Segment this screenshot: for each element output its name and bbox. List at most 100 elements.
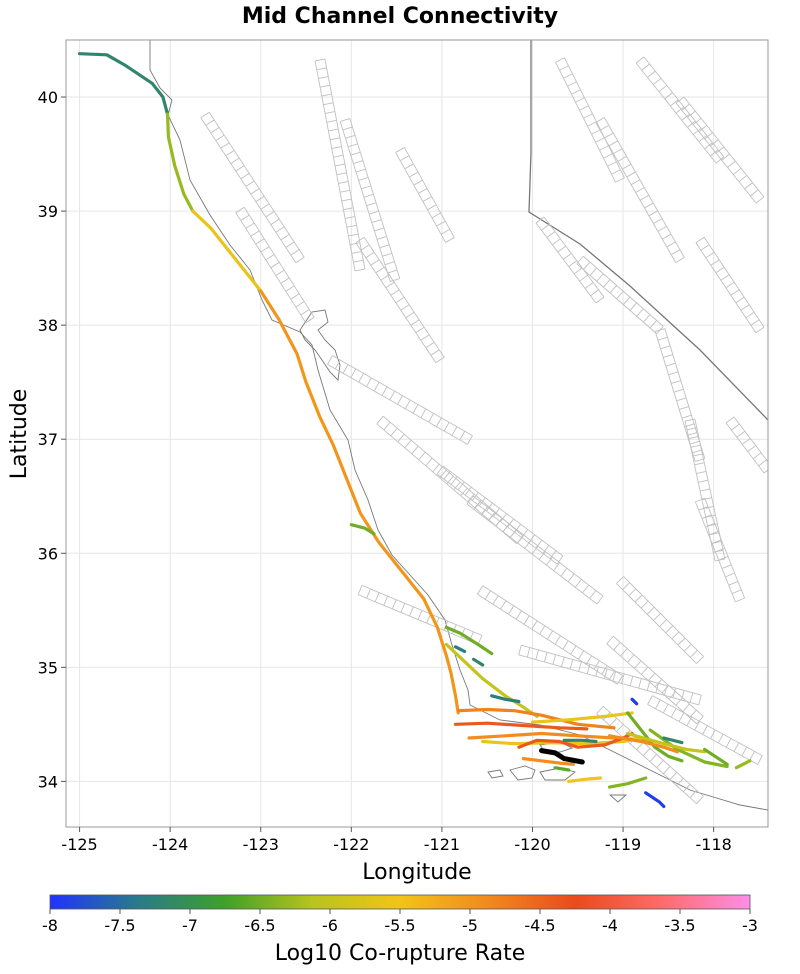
- fault-section-outline: [555, 57, 625, 183]
- fault-section-outline: [606, 635, 704, 725]
- fault-section-outline: [339, 118, 401, 282]
- rupture-bluegreen-small-a: [453, 645, 467, 654]
- rupture-hosgri-branch: [444, 642, 539, 719]
- rupture-north-coast-green: [165, 112, 195, 213]
- fault-section-outline: [535, 216, 605, 304]
- rupture-island-yellow: [567, 776, 603, 784]
- fault-section-outline: [235, 206, 315, 324]
- fault-section-outline: [695, 236, 765, 334]
- rupture-ventura-bluegreen: [662, 736, 684, 745]
- fault-outlines: [200, 56, 768, 805]
- y-tick-label: 38: [38, 316, 58, 335]
- bay-outline: [299, 309, 341, 381]
- target-section-line: [539, 748, 585, 765]
- fault-section-outline: [200, 111, 305, 264]
- colorbar-tick-label: -5.5: [384, 916, 415, 935]
- x-tick-label: -125: [61, 835, 97, 854]
- rupture-bluegreen-east: [562, 738, 598, 744]
- y-axis-label: Latitude: [7, 389, 32, 480]
- x-tick-label: -122: [333, 835, 369, 854]
- rupture-hosgri-green: [444, 625, 494, 656]
- colorbar-tick-label: -3: [742, 916, 758, 935]
- fault-section-outline: [518, 644, 702, 706]
- rupture-san-andreas-main: [259, 289, 460, 715]
- channel-island: [487, 769, 504, 779]
- channel-island: [608, 794, 628, 803]
- y-tick-label: 39: [38, 202, 58, 221]
- y-tick-label: 36: [38, 544, 58, 563]
- x-tick-label: -121: [424, 835, 460, 854]
- y-axis-ticks: 34 35 36 37 38 39 40: [38, 88, 66, 791]
- fault-section-outline: [327, 355, 473, 445]
- y-tick-label: 34: [38, 772, 58, 791]
- fault-section-outline: [647, 695, 763, 765]
- x-tick-label: -119: [605, 835, 641, 854]
- rupture-malibu-green: [607, 776, 648, 789]
- x-axis-label: Longitude: [362, 860, 471, 885]
- fault-section-outline: [595, 117, 685, 263]
- colorbar: [49, 894, 751, 910]
- rupture-bluegreen-small-b: [490, 694, 521, 704]
- fault-section-outline: [436, 465, 564, 565]
- fault-section-outline: [684, 418, 726, 562]
- grid-lines: [66, 40, 768, 827]
- colorbar-tick-label: -7.5: [104, 916, 135, 935]
- rupture-bluegreen-west: [472, 657, 485, 667]
- x-tick-label: -124: [152, 835, 188, 854]
- plot-frame: [65, 39, 769, 828]
- rupture-north-coast-yellow: [191, 209, 263, 293]
- rupture-island-green: [553, 766, 571, 772]
- fault-section-outline: [395, 147, 455, 243]
- fault-section-outline: [694, 497, 746, 603]
- rupture-east-green-tail: [734, 759, 752, 770]
- colorbar-tick-label: -8: [42, 916, 58, 935]
- fault-section-outline: [675, 96, 765, 204]
- rupture-ventura-yellowgreen: [625, 731, 707, 754]
- colorbar-tick-label: -6: [322, 916, 338, 935]
- colorbar-tick-label: -6.5: [244, 916, 275, 935]
- fault-section-outline: [376, 415, 524, 545]
- colorbar-label: Log10 Co-rupture Rate: [275, 941, 526, 966]
- rupture-san-gabriel-green: [702, 747, 729, 766]
- fault-section-outline: [576, 255, 664, 335]
- x-tick-label: -120: [514, 835, 550, 854]
- rupture-blue-south-small: [644, 791, 666, 809]
- y-tick-label: 35: [38, 658, 58, 677]
- y-tick-label: 37: [38, 430, 58, 449]
- fault-section-outline: [466, 495, 604, 605]
- fault-section-outline: [616, 576, 704, 664]
- x-tick-label: -118: [695, 835, 731, 854]
- channel-island: [509, 765, 536, 781]
- rupture-ventura-orange: [607, 734, 680, 754]
- rupture-mid-channel-orange-a: [456, 707, 616, 730]
- colorbar-tick-label: -7: [182, 916, 198, 935]
- state-border: [528, 40, 768, 421]
- rupture-channel-orange-low: [521, 756, 575, 766]
- basemap: [149, 40, 768, 811]
- colorbar-ticks: -8 -7.5 -7 -6.5 -6 -5.5 -5 -4.5 -4 -3.5 -3: [42, 909, 758, 935]
- fault-section-outline: [476, 585, 624, 685]
- fault-section-outline: [654, 328, 706, 462]
- rupture-mid-channel-yellow-a: [530, 711, 634, 724]
- x-axis-ticks: -125 -124 -123 -122 -121 -120 -119 -118: [61, 827, 732, 854]
- fault-section-outline: [314, 58, 366, 272]
- colorbar-tick-label: -5: [462, 916, 478, 935]
- colorbar-tick-label: -4: [602, 916, 618, 935]
- rupture-north-coast-bluegreen: [77, 52, 170, 116]
- rupture-blue-north-small: [630, 697, 639, 706]
- rupture-mid-channel-redorange: [453, 721, 589, 731]
- rupture-ventura-green-a: [625, 711, 684, 763]
- target-section: [539, 748, 585, 765]
- x-tick-label: -123: [243, 835, 279, 854]
- colorbar-tick-label: -3.5: [664, 916, 695, 935]
- fault-section-outline: [355, 236, 445, 364]
- colorbar-tick-label: -4.5: [524, 916, 555, 935]
- rupture-ventura-green-b: [648, 728, 729, 769]
- rupture-lines: [77, 52, 752, 809]
- fault-section-outline: [635, 56, 725, 164]
- rupture-big-sur-offshore: [349, 523, 376, 536]
- fault-section-outline: [725, 416, 768, 474]
- y-tick-label: 40: [38, 88, 58, 107]
- chart-title: Mid Channel Connectivity: [242, 4, 558, 29]
